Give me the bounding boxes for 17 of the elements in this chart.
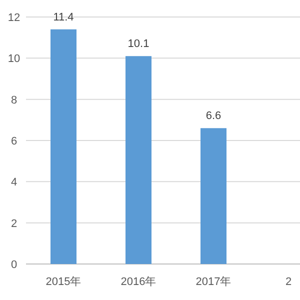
y-tick-label: 6 bbox=[10, 136, 18, 148]
x-tick-label: 2 bbox=[285, 276, 292, 288]
x-tick-label: 2016年 bbox=[120, 276, 156, 288]
data-label: 6.6 bbox=[206, 110, 222, 122]
y-tick-label: 0 bbox=[10, 259, 18, 271]
bar bbox=[50, 29, 76, 264]
y-tick-label: 10 bbox=[8, 53, 20, 66]
bar bbox=[200, 128, 226, 264]
bar bbox=[126, 56, 152, 264]
y-tick-label: 2 bbox=[10, 218, 18, 230]
y-tick-label: 12 bbox=[8, 12, 20, 24]
y-tick-label: 4 bbox=[10, 176, 18, 189]
data-label: 10.1 bbox=[128, 38, 150, 50]
y-tick-label: 8 bbox=[10, 94, 18, 106]
data-label: 11.4 bbox=[53, 11, 74, 24]
x-tick-label: 2017年 bbox=[196, 276, 232, 288]
x-tick-label: 2015年 bbox=[46, 276, 82, 288]
